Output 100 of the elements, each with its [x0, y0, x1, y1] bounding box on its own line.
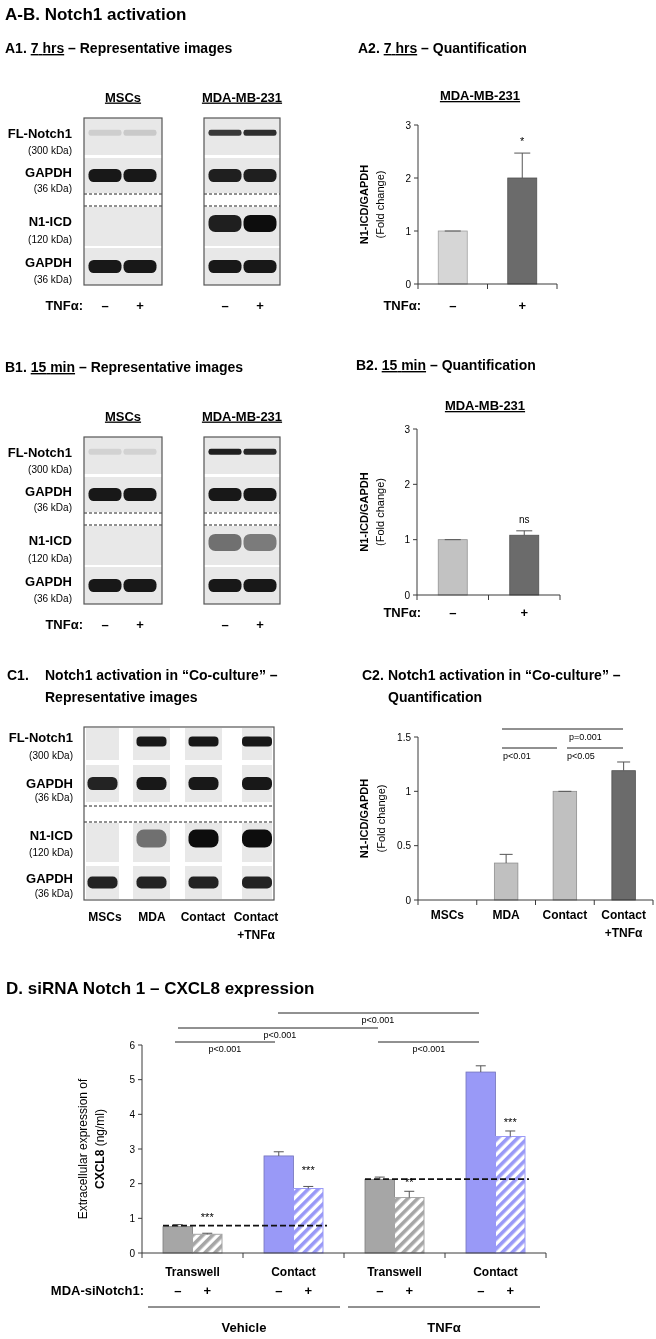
x-axis-title: TNFα: [383, 604, 421, 620]
annotation: p<0.001 [208, 1044, 242, 1054]
text: GAPDH [26, 775, 73, 791]
y-tick-label: 0 [129, 1247, 136, 1259]
y-tick-label: 6 [129, 1039, 136, 1051]
data-label: *** [200, 1210, 215, 1223]
x-tick-label: Contact [271, 1265, 316, 1280]
y-tick-label: 0.5 [397, 840, 412, 852]
y-tick-label: 2 [404, 478, 411, 490]
text: GAPDH [25, 573, 72, 589]
text: GAPDH [26, 870, 73, 886]
y-tick-label: 0 [404, 589, 411, 601]
data-label: *** [301, 1164, 316, 1177]
x-tick-label: Contact +TNFα [601, 908, 646, 941]
y-axis-title: N1-ICD/GAPDH (Fold change) [357, 778, 387, 859]
x-tick-label: Transwell [367, 1265, 422, 1280]
text: FL-Notch1 [7, 444, 72, 460]
category-label: – [101, 616, 109, 632]
x-axis-title: TNFα: [383, 297, 421, 313]
text: N1-ICD [28, 532, 72, 548]
text: (36 kDa) [33, 273, 72, 285]
text: + [506, 1282, 515, 1298]
text: (120 kDa) [29, 846, 73, 858]
annotation: p<0.01 [503, 751, 531, 761]
text: (120 kDa) [28, 233, 72, 245]
text: N1-ICD [28, 213, 72, 229]
y-tick-label: 2 [129, 1178, 136, 1190]
chart-title: B2. 15 min – Quantification [356, 357, 536, 373]
text: (36 kDa) [33, 182, 72, 194]
text: (36 kDa) [33, 592, 72, 604]
x-tick-label: MSCs [430, 908, 465, 923]
x-tick-label: Transwell [165, 1265, 220, 1280]
category-label: + [136, 616, 145, 632]
x-tick-label: Contact [473, 1265, 518, 1280]
text: FL-Notch1 [7, 125, 72, 141]
category-label: – [221, 616, 229, 632]
text: (300 kDa) [29, 749, 73, 761]
x-axis-title: MDA-siNotch1: [50, 1282, 144, 1298]
text: MDA-MB-231 [201, 408, 283, 424]
y-tick-label: 5 [129, 1074, 136, 1086]
text: MSCs [104, 89, 142, 105]
data-label: *** [503, 1115, 518, 1128]
y-tick-label: 1 [404, 534, 411, 546]
text: MDA-MB-231 [201, 89, 283, 105]
text: – [477, 1282, 485, 1298]
text: Vehicle [221, 1320, 267, 1335]
data-label: * [520, 135, 526, 148]
text: C1. Notch1 activation in “Co-culture” – Representative images [7, 667, 278, 705]
text: A1. 7 hrs – Representative images [5, 40, 233, 56]
y-axis-title: N1-ICD/GAPDH (Fold change) [357, 164, 386, 245]
y-tick-label: 0 [405, 278, 412, 290]
annotation: p<0.05 [567, 751, 595, 761]
text: – [275, 1282, 283, 1298]
y-tick-label: 3 [405, 119, 412, 131]
y-tick-label: 2 [405, 172, 412, 184]
data-label: ns [518, 513, 530, 525]
text: – [376, 1282, 384, 1298]
chart-title: A2. 7 hrs – Quantification [358, 40, 527, 56]
text: GAPDH [25, 254, 72, 270]
text: TNFα: [45, 616, 83, 632]
text: (120 kDa) [28, 552, 72, 564]
text: – [174, 1282, 182, 1298]
text: (36 kDa) [34, 791, 73, 803]
y-tick-label: 3 [129, 1143, 136, 1155]
x-tick-label: MDA [492, 908, 521, 923]
y-tick-label: 3 [404, 423, 411, 435]
text: TNFα: [45, 297, 83, 313]
text: + [203, 1282, 212, 1298]
text: TNFα [427, 1320, 461, 1335]
category-label: + [256, 616, 265, 632]
text: N1-ICD [29, 827, 73, 843]
text: MSCs [104, 408, 142, 424]
data-label: ** [404, 1176, 415, 1189]
y-axis-title: N1-ICD/GAPDH (Fold change) [357, 472, 386, 552]
text: GAPDH [25, 164, 72, 180]
text: p<0.001 [263, 1030, 297, 1040]
chart-subtitle: MDA-MB-231 [439, 88, 521, 103]
annotation: p<0.001 [412, 1044, 446, 1054]
chart-title: D. siRNA Notch 1 – CXCL8 expression [6, 979, 315, 998]
text: B1. 15 min – Representative images [5, 359, 244, 375]
chart-subtitle: MDA-MB-231 [444, 398, 526, 413]
y-tick-label: 1 [129, 1212, 136, 1224]
text: (300 kDa) [28, 463, 72, 475]
text: (36 kDa) [34, 887, 73, 899]
text: (300 kDa) [28, 144, 72, 156]
annotation: p=0.001 [569, 732, 602, 742]
y-tick-label: 4 [129, 1108, 136, 1120]
text: A-B. Notch1 activation [5, 5, 187, 24]
text: FL-Notch1 [8, 729, 73, 745]
y-tick-label: 0 [405, 894, 412, 906]
text: + [405, 1282, 414, 1298]
text: + [304, 1282, 313, 1298]
text: GAPDH [25, 483, 72, 499]
x-tick-label: Contact [542, 908, 588, 923]
y-tick-label: 1.5 [397, 731, 412, 743]
text: (36 kDa) [33, 501, 72, 513]
y-tick-label: 1 [405, 225, 412, 237]
chart-title: C2. Notch1 activation in “Co-culture” – Quantification [362, 667, 621, 705]
text: p<0.001 [361, 1015, 395, 1025]
y-tick-label: 1 [405, 785, 412, 797]
